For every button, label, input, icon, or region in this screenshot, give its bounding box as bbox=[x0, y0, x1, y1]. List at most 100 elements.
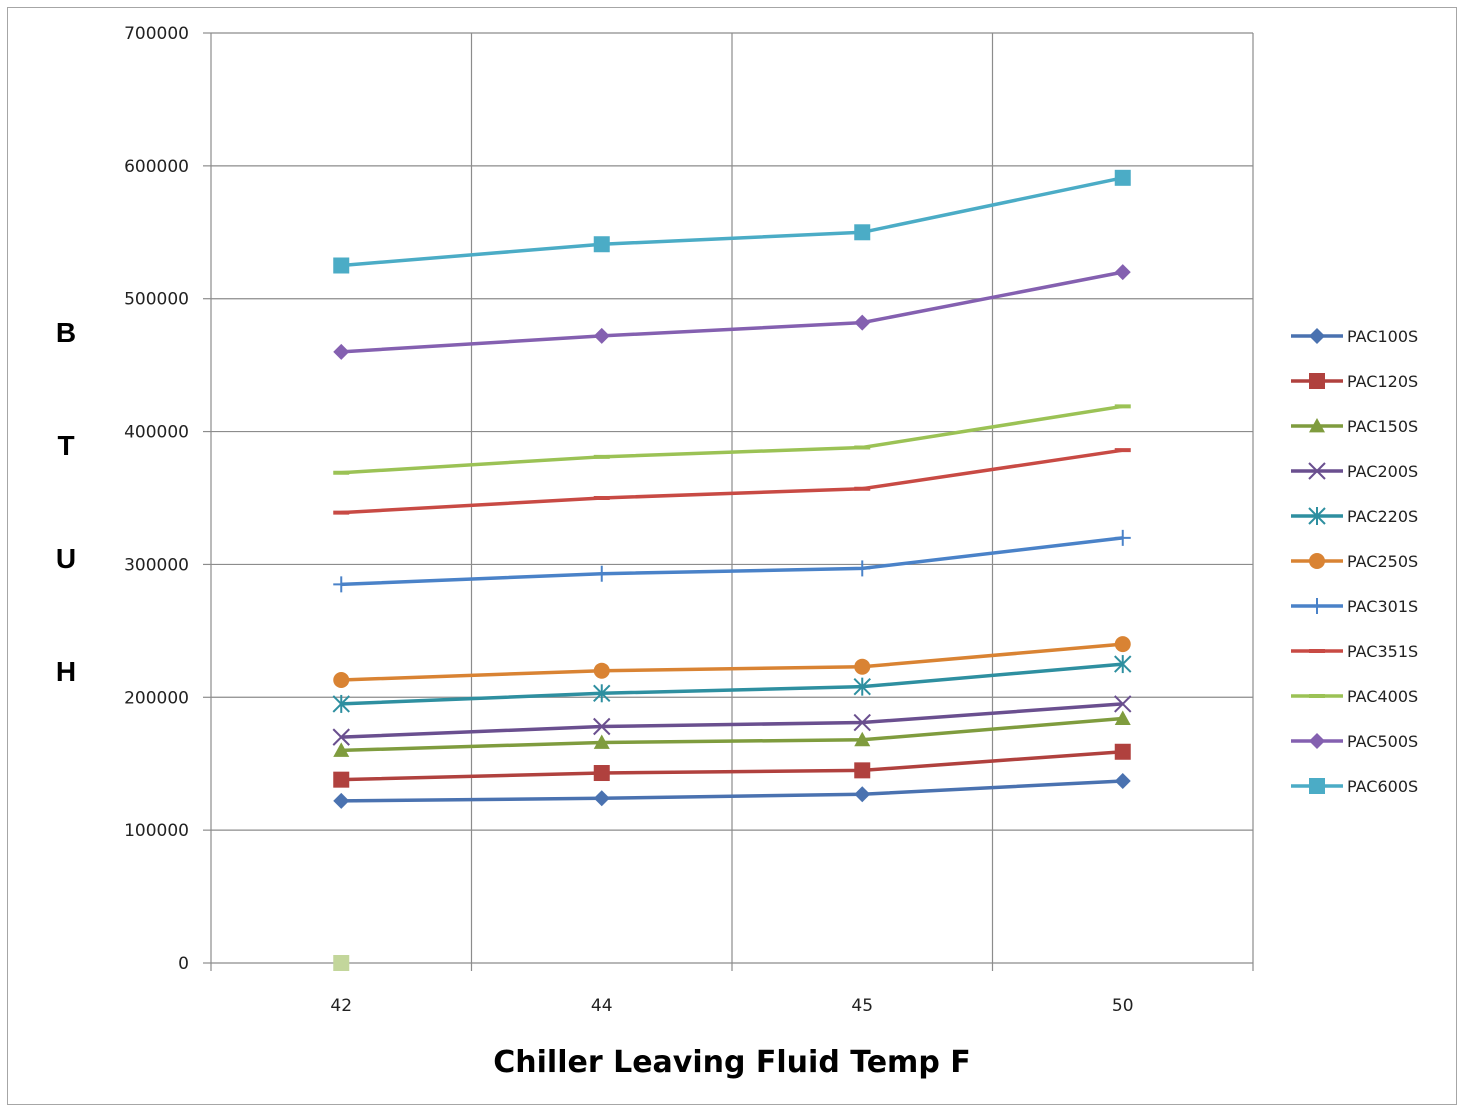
y-tick-label: 0 bbox=[178, 954, 189, 974]
y-axis-label-letter: U bbox=[56, 543, 76, 574]
series-PAC500S bbox=[333, 264, 1131, 360]
series-line bbox=[341, 176, 1124, 268]
data-point bbox=[1114, 743, 1131, 760]
legend-marker bbox=[1308, 507, 1326, 525]
series-line bbox=[341, 448, 1124, 515]
data-point bbox=[854, 560, 871, 577]
data-point bbox=[333, 576, 350, 593]
series-line bbox=[341, 404, 1124, 475]
data-point bbox=[333, 257, 350, 274]
y-axis-label-letter: T bbox=[57, 430, 74, 461]
series-line bbox=[341, 642, 1123, 682]
legend-item: PAC200S bbox=[1291, 462, 1418, 481]
series-PAC150S bbox=[333, 710, 1131, 757]
y-tick-label: 700000 bbox=[124, 24, 189, 44]
data-point bbox=[1114, 264, 1131, 281]
y-tick-label: 300000 bbox=[124, 555, 189, 575]
legend-label: PAC351S bbox=[1347, 642, 1418, 661]
series-lines bbox=[332, 169, 1132, 971]
y-axis-label-letter: H bbox=[56, 656, 76, 687]
data-point bbox=[593, 565, 610, 582]
series-PAC400S bbox=[333, 404, 1131, 475]
data-point bbox=[1114, 695, 1132, 713]
data-point bbox=[1114, 772, 1131, 789]
data-point bbox=[593, 717, 611, 736]
data-point bbox=[1114, 710, 1131, 725]
legend-label: PAC250S bbox=[1347, 552, 1418, 571]
data-point bbox=[593, 734, 610, 749]
series-line bbox=[341, 536, 1123, 587]
series-PAC600S bbox=[333, 169, 1131, 274]
y-axis-label: B T U H bbox=[56, 317, 76, 687]
legend-label: PAC600S bbox=[1347, 777, 1418, 796]
data-point bbox=[854, 786, 871, 803]
data-point bbox=[853, 713, 871, 732]
series-line bbox=[341, 750, 1123, 782]
data-point bbox=[593, 327, 610, 344]
x-axis-label: Chiller Leaving Fluid Temp F bbox=[493, 1045, 970, 1080]
legend-item: PAC150S bbox=[1291, 417, 1418, 436]
data-point bbox=[854, 224, 871, 241]
series-PAC351S bbox=[333, 448, 1131, 515]
data-point bbox=[854, 762, 871, 779]
legend-marker bbox=[1309, 373, 1325, 389]
series-line bbox=[341, 702, 1123, 739]
x-tick-label: 50 bbox=[1112, 996, 1134, 1016]
data-point bbox=[593, 790, 610, 807]
legend-marker bbox=[1309, 418, 1325, 433]
data-point bbox=[333, 343, 350, 360]
series-PAC250S bbox=[333, 636, 1131, 689]
legend-label: PAC220S bbox=[1347, 507, 1418, 526]
data-point bbox=[332, 728, 350, 746]
legend-item: PAC100S bbox=[1291, 327, 1418, 346]
legend-item: PAC250S bbox=[1291, 552, 1418, 571]
data-point bbox=[593, 236, 610, 253]
legend-item: PAC500S bbox=[1291, 732, 1418, 751]
y-tick-label: 600000 bbox=[124, 157, 189, 177]
legend-marker bbox=[1308, 462, 1326, 480]
legend-marker bbox=[1309, 733, 1325, 749]
series-line bbox=[341, 270, 1124, 354]
legend-label: PAC301S bbox=[1347, 597, 1418, 616]
data-point bbox=[593, 684, 611, 703]
x-axis-tick-labels: 42 44 45 50 bbox=[330, 996, 1133, 1016]
data-point bbox=[333, 742, 350, 757]
legend-label: PAC400S bbox=[1347, 687, 1418, 706]
legend-item: PAC351S bbox=[1291, 642, 1418, 661]
data-point bbox=[854, 658, 871, 675]
legend-label: PAC100S bbox=[1347, 327, 1418, 346]
legend-item: PAC301S bbox=[1291, 597, 1418, 616]
y-axis-tick-labels: 0 100000 200000 300000 400000 500000 600000 700… bbox=[124, 24, 189, 974]
legend-item: PAC400S bbox=[1291, 687, 1418, 706]
legend-marker bbox=[1309, 598, 1325, 614]
legend-marker bbox=[1309, 553, 1325, 569]
x-tick-label: 42 bbox=[330, 996, 352, 1016]
series-PAC100S bbox=[333, 772, 1131, 809]
data-point bbox=[854, 314, 871, 331]
series-line bbox=[341, 662, 1123, 706]
series-line bbox=[341, 779, 1123, 803]
y-tick-label: 200000 bbox=[124, 688, 189, 708]
y-tick-label: 400000 bbox=[124, 423, 189, 443]
legend-label: PAC150S bbox=[1347, 417, 1418, 436]
series-PAC120S bbox=[333, 743, 1131, 788]
legend-marker bbox=[1309, 778, 1325, 794]
y-tick-label: 100000 bbox=[124, 821, 189, 841]
data-point bbox=[333, 672, 350, 689]
data-point bbox=[333, 792, 350, 809]
data-point bbox=[1114, 655, 1132, 674]
data-point bbox=[1114, 169, 1131, 186]
data-point bbox=[333, 771, 350, 788]
series-line bbox=[341, 716, 1123, 753]
x-tick-label: 45 bbox=[851, 996, 873, 1016]
data-point bbox=[854, 731, 871, 747]
legend-item: PAC600S bbox=[1291, 777, 1418, 796]
legend-label: PAC500S bbox=[1347, 732, 1418, 751]
gridlines bbox=[203, 32, 1254, 971]
x-tick-label: 44 bbox=[591, 996, 613, 1016]
legend-label: PAC120S bbox=[1347, 372, 1418, 391]
series-PAC301S bbox=[333, 529, 1131, 593]
data-point bbox=[333, 955, 350, 971]
legend-item: PAC120S bbox=[1291, 372, 1418, 391]
